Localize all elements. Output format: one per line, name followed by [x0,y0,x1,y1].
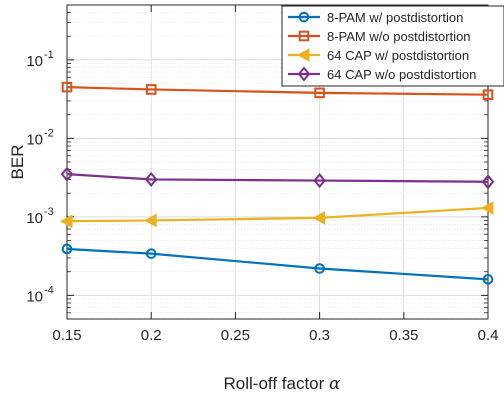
data-point [313,173,326,189]
series-square [61,81,494,100]
data-point [145,248,157,259]
x-tick-label: 0.25 [221,327,250,344]
data-point [297,66,311,82]
legend-label: 64 CAP w/ postdistortion [327,48,469,63]
y-tick-label: 10 [26,210,43,227]
data-series [59,81,495,285]
y-tick-label-exponent: -4 [44,284,54,296]
legend-box [281,5,504,87]
y-tick-label-exponent: -2 [44,127,54,139]
legend-entry: 8-PAM w/o postdistortion [288,29,471,44]
y-tick-label: 10 [26,53,43,70]
series-diamond [60,166,495,190]
legend-entry: 64 CAP w/o postdistortion [288,66,476,82]
x-axis-title-text: Roll-off factor [224,374,325,393]
x-axis-title-symbol: α [329,374,341,394]
data-point [59,214,73,229]
x-tick-label: 0.2 [141,327,162,344]
axis-ticks: 10-410-310-210 -10.15 0.2 0.25 0.3 0.35 0.4 [26,5,498,344]
data-point [312,211,326,225]
data-point [61,81,73,93]
series-line [66,173,489,183]
y-tick-label: 10 [26,131,43,148]
data-point [60,166,74,182]
legend-entry: 64 CAP w/ postdistortion [288,48,469,63]
x-tick-label: 0.4 [478,327,499,344]
data-point [144,171,158,187]
data-point [144,213,157,228]
grid [66,5,489,319]
data-point [298,30,310,42]
legend-entry: 8-PAM w/ postdistortion [288,10,463,25]
y-tick-label-exponent: -3 [44,206,54,218]
data-point [482,274,494,285]
legend-label: 64 CAP w/o postdistortion [327,67,476,82]
legend-label: 8-PAM w/o postdistortion [327,29,471,44]
series-triangle-left [59,201,494,229]
legend-label: 8-PAM w/ postdistortion [327,10,463,25]
data-point [145,84,157,95]
y-tick-label: 10 [26,288,43,305]
data-point [482,89,494,100]
legend: 8-PAM w/ postdistortion 8-PAM w/o postdis… [281,5,504,87]
data-point [314,263,325,274]
data-point [480,201,494,215]
data-point [61,243,73,255]
data-point [314,87,325,99]
y-axis-title: BER [8,145,27,180]
data-point [298,11,310,23]
series-circle [61,243,494,285]
x-tick-label: 0.35 [389,327,418,344]
series-line [66,85,489,96]
x-tick-label: 0.15 [52,327,81,344]
x-tick-label: 0.3 [309,327,330,344]
series-line [66,247,489,281]
data-point [296,48,310,62]
series-line [66,206,489,223]
x-axis-title: Roll-off factor α [224,374,342,394]
y-tick-label-exponent: -1 [44,49,54,61]
data-point [481,174,495,190]
